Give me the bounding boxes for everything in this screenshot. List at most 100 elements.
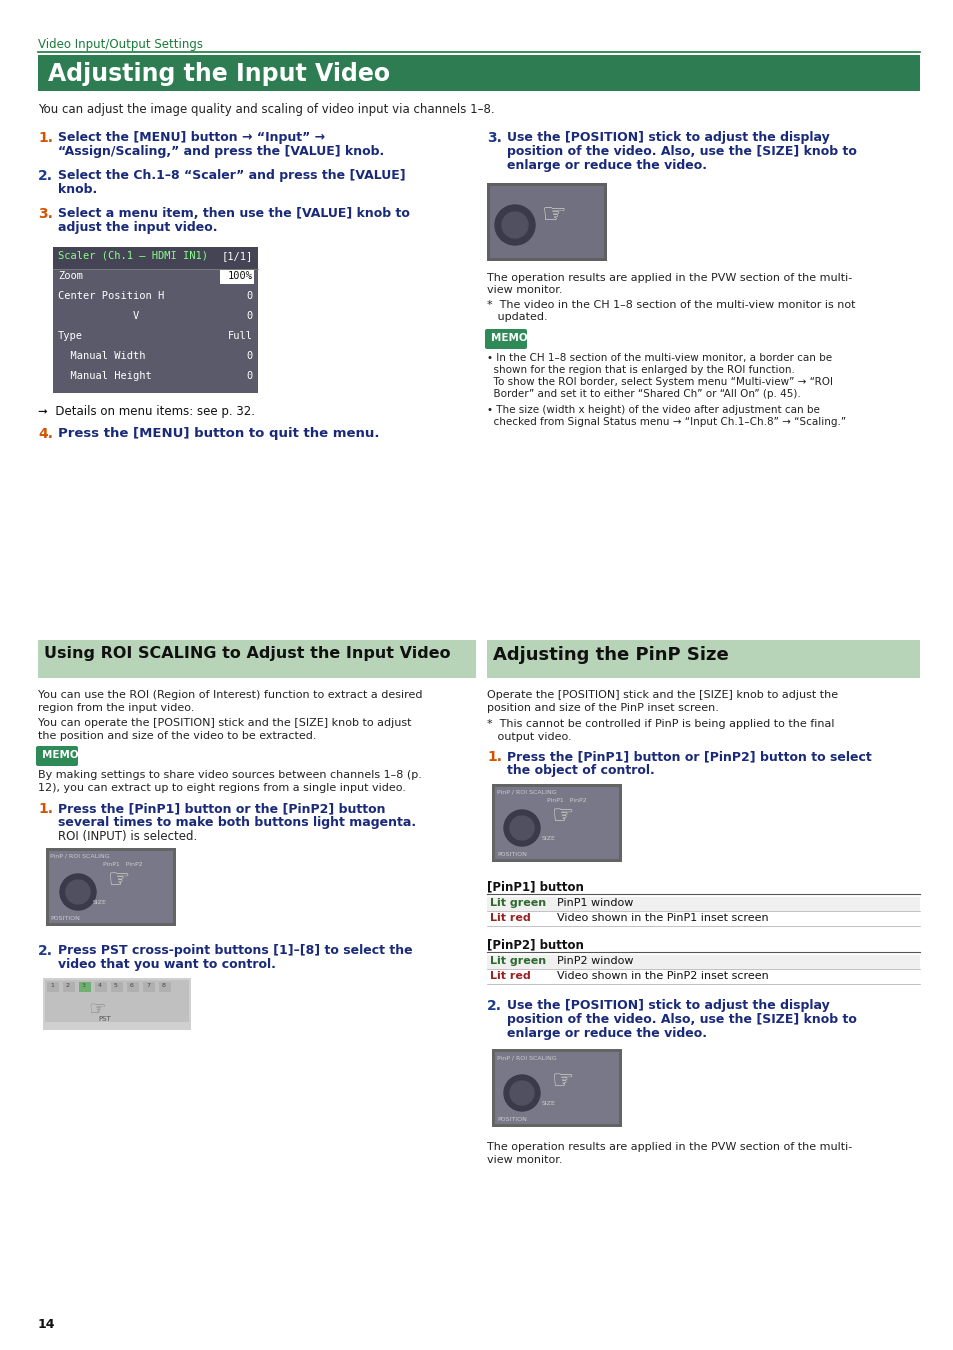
Bar bbox=[490, 186, 603, 258]
Text: video that you want to control.: video that you want to control. bbox=[58, 958, 275, 971]
Text: view monitor.: view monitor. bbox=[486, 1156, 562, 1165]
Text: Manual Height: Manual Height bbox=[58, 371, 152, 381]
Text: 0: 0 bbox=[247, 351, 253, 360]
Text: 14: 14 bbox=[38, 1318, 55, 1331]
Circle shape bbox=[510, 1081, 534, 1106]
Text: 0: 0 bbox=[247, 310, 253, 321]
Text: SIZE: SIZE bbox=[92, 900, 107, 904]
Bar bbox=[95, 981, 107, 992]
Text: SIZE: SIZE bbox=[541, 836, 556, 841]
Text: enlarge or reduce the video.: enlarge or reduce the video. bbox=[506, 159, 706, 171]
Text: the position and size of the video to be extracted.: the position and size of the video to be… bbox=[38, 730, 316, 741]
Text: Lit green: Lit green bbox=[490, 956, 545, 967]
Text: 6: 6 bbox=[130, 983, 133, 988]
Text: [1/1]: [1/1] bbox=[221, 251, 253, 261]
Bar bbox=[495, 1052, 618, 1125]
Text: 1.: 1. bbox=[38, 802, 53, 815]
Text: Select the Ch.1–8 “Scaler” and press the [VALUE]: Select the Ch.1–8 “Scaler” and press the… bbox=[58, 169, 405, 182]
Bar bbox=[53, 247, 257, 269]
Circle shape bbox=[503, 1075, 539, 1111]
Text: Use the [POSITION] stick to adjust the display: Use the [POSITION] stick to adjust the d… bbox=[506, 131, 829, 144]
Text: ➞  Details on menu items: see p. 32.: ➞ Details on menu items: see p. 32. bbox=[38, 405, 254, 418]
Circle shape bbox=[510, 815, 534, 840]
Bar bbox=[486, 640, 919, 678]
Text: PinP1 window: PinP1 window bbox=[557, 898, 633, 909]
Text: position of the video. Also, use the [SIZE] knob to: position of the video. Also, use the [SI… bbox=[506, 144, 856, 158]
Text: output video.: output video. bbox=[486, 732, 571, 742]
Text: 12), you can extract up to eight regions from a single input video.: 12), you can extract up to eight regions… bbox=[38, 783, 405, 792]
Bar bbox=[53, 247, 257, 393]
Bar bbox=[495, 787, 618, 859]
Text: V: V bbox=[58, 310, 139, 321]
Text: 100%: 100% bbox=[228, 271, 253, 281]
Text: “Assign/Scaling,” and press the [VALUE] knob.: “Assign/Scaling,” and press the [VALUE] … bbox=[58, 144, 384, 158]
Text: Center Position H: Center Position H bbox=[58, 292, 164, 301]
Text: [PinP2] button: [PinP2] button bbox=[486, 938, 583, 950]
Text: several times to make both buttons light magenta.: several times to make both buttons light… bbox=[58, 815, 416, 829]
Text: ☞: ☞ bbox=[552, 1069, 574, 1094]
Text: MEMO: MEMO bbox=[491, 333, 527, 343]
Text: view monitor.: view monitor. bbox=[486, 285, 562, 296]
Text: Press the [PinP1] button or [PinP2] button to select: Press the [PinP1] button or [PinP2] butt… bbox=[506, 751, 871, 763]
Text: Lit green: Lit green bbox=[490, 898, 545, 909]
Bar bbox=[46, 848, 175, 926]
Text: POSITION: POSITION bbox=[497, 852, 526, 857]
Text: Press the [MENU] button to quit the menu.: Press the [MENU] button to quit the menu… bbox=[58, 427, 379, 440]
Text: 3.: 3. bbox=[486, 131, 501, 144]
Text: Using ROI SCALING to Adjust the Input Video: Using ROI SCALING to Adjust the Input Vi… bbox=[44, 647, 450, 662]
Text: 1.: 1. bbox=[38, 131, 53, 144]
Text: 0: 0 bbox=[247, 371, 253, 381]
Text: Video shown in the PinP2 inset screen: Video shown in the PinP2 inset screen bbox=[557, 971, 768, 981]
Bar bbox=[159, 981, 171, 992]
Text: To show the ROI border, select System menu “Multi-view” → “ROI: To show the ROI border, select System me… bbox=[486, 377, 832, 387]
Text: 2.: 2. bbox=[486, 999, 501, 1012]
Bar bbox=[143, 981, 154, 992]
Text: Press PST cross-point buttons [1]–[8] to select the: Press PST cross-point buttons [1]–[8] to… bbox=[58, 944, 413, 957]
Bar bbox=[49, 850, 172, 923]
Text: Use the [POSITION] stick to adjust the display: Use the [POSITION] stick to adjust the d… bbox=[506, 999, 829, 1012]
Text: The operation results are applied in the PVW section of the multi-: The operation results are applied in the… bbox=[486, 1142, 851, 1152]
Bar bbox=[79, 981, 91, 992]
Text: 2.: 2. bbox=[38, 944, 53, 958]
Text: PinP / ROI SCALING: PinP / ROI SCALING bbox=[497, 790, 556, 795]
Text: SIZE: SIZE bbox=[541, 1102, 556, 1106]
Text: You can use the ROI (Region of Interest) function to extract a desired: You can use the ROI (Region of Interest)… bbox=[38, 690, 422, 701]
Text: enlarge or reduce the video.: enlarge or reduce the video. bbox=[506, 1027, 706, 1040]
Text: Video Input/Output Settings: Video Input/Output Settings bbox=[38, 38, 203, 51]
Bar bbox=[220, 270, 253, 284]
Text: Manual Width: Manual Width bbox=[58, 351, 146, 360]
Bar bbox=[486, 896, 919, 911]
Text: 1: 1 bbox=[50, 983, 53, 988]
Text: Select the [MENU] button → “Input” →: Select the [MENU] button → “Input” → bbox=[58, 131, 325, 144]
Text: The operation results are applied in the PVW section of the multi-: The operation results are applied in the… bbox=[486, 273, 851, 284]
Text: the object of control.: the object of control. bbox=[506, 764, 654, 778]
Text: PinP / ROI SCALING: PinP / ROI SCALING bbox=[497, 1054, 556, 1060]
Bar bbox=[486, 954, 919, 969]
Text: [PinP1] button: [PinP1] button bbox=[486, 880, 583, 892]
Bar bbox=[45, 980, 189, 1022]
Bar bbox=[43, 977, 191, 1030]
Bar bbox=[63, 981, 75, 992]
Text: ☞: ☞ bbox=[108, 868, 131, 892]
Text: 7: 7 bbox=[146, 983, 150, 988]
Text: PinP1   PinP2: PinP1 PinP2 bbox=[546, 798, 586, 803]
Text: Lit red: Lit red bbox=[490, 913, 530, 923]
Text: POSITION: POSITION bbox=[50, 917, 80, 921]
Bar bbox=[38, 640, 476, 678]
Text: • In the CH 1–8 section of the multi-view monitor, a border can be: • In the CH 1–8 section of the multi-vie… bbox=[486, 352, 831, 363]
Bar bbox=[492, 784, 621, 863]
Text: Operate the [POSITION] stick and the [SIZE] knob to adjust the: Operate the [POSITION] stick and the [SI… bbox=[486, 690, 838, 701]
Text: position and size of the PinP inset screen.: position and size of the PinP inset scre… bbox=[486, 703, 719, 713]
Bar bbox=[127, 981, 139, 992]
Text: 2: 2 bbox=[66, 983, 70, 988]
Text: adjust the input video.: adjust the input video. bbox=[58, 221, 217, 234]
Bar bbox=[111, 981, 123, 992]
Text: PinP2 window: PinP2 window bbox=[557, 956, 633, 967]
FancyBboxPatch shape bbox=[36, 747, 78, 765]
Circle shape bbox=[60, 873, 96, 910]
Text: Full: Full bbox=[228, 331, 253, 342]
Text: 100%: 100% bbox=[228, 271, 253, 281]
Text: Type: Type bbox=[58, 331, 83, 342]
Text: Lit red: Lit red bbox=[490, 971, 530, 981]
Text: knob.: knob. bbox=[58, 184, 97, 196]
